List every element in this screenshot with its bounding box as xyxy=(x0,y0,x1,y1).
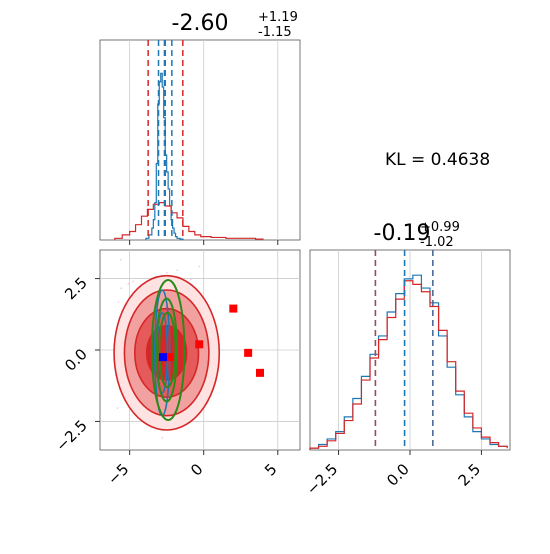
sample-point xyxy=(117,301,120,303)
kl-annotation: KL = 0.4638 xyxy=(385,150,490,170)
sample-point xyxy=(167,464,169,466)
red-square-marker xyxy=(229,304,238,313)
sample-point xyxy=(132,280,134,283)
sample-point xyxy=(198,265,201,268)
marginal-x-title-median: -2.60 xyxy=(172,11,229,36)
red-square-marker xyxy=(195,340,204,349)
x-tick-label: 2.5 xyxy=(455,460,485,490)
sample-point xyxy=(189,278,192,281)
green-ellipse xyxy=(158,311,177,389)
x-tick-label: −5 xyxy=(104,460,132,488)
sample-point xyxy=(120,287,123,290)
red-square-marker xyxy=(244,348,253,357)
sample-point xyxy=(166,271,168,274)
marginal-y-title-median: -0.19 xyxy=(374,221,431,246)
sample-point xyxy=(161,436,164,439)
blue-square-marker xyxy=(158,353,167,362)
red-square-marker xyxy=(256,368,264,377)
y-tick-label: 0.0 xyxy=(61,345,91,375)
marginal-y-title-minus: -1.02 xyxy=(420,235,454,250)
joint-inner xyxy=(100,250,300,466)
series-line-blue xyxy=(145,72,184,240)
green-ellipse xyxy=(155,297,179,403)
y-tick-label: −2.5 xyxy=(52,417,90,455)
x-tick-label: 0.0 xyxy=(383,460,413,490)
series-line-blue xyxy=(309,274,508,450)
marginal-x-layer xyxy=(114,40,279,245)
marginal-y-title: -0.19 xyxy=(374,221,431,246)
sample-point xyxy=(119,258,122,261)
green-ellipse xyxy=(150,279,186,421)
sample-point xyxy=(176,269,179,272)
marginal-x-title-minus: -1.15 xyxy=(258,25,292,40)
marginal-x-panel xyxy=(99,39,301,241)
red-square-marker xyxy=(165,353,174,362)
y-tick-label: 2.5 xyxy=(61,274,91,304)
x-tick-label: 5 xyxy=(261,460,280,479)
marginal-x-title-plus: +1.19 xyxy=(258,10,298,25)
x-tick-label: −2.5 xyxy=(303,460,341,498)
sample-point xyxy=(127,282,130,285)
series-line-red xyxy=(309,280,508,450)
marginal-x-title: -2.60 xyxy=(172,11,229,36)
marginal-y-title-plus: +0.99 xyxy=(420,220,460,235)
sample-point xyxy=(116,407,119,410)
x-tick-label: 0 xyxy=(187,460,206,479)
